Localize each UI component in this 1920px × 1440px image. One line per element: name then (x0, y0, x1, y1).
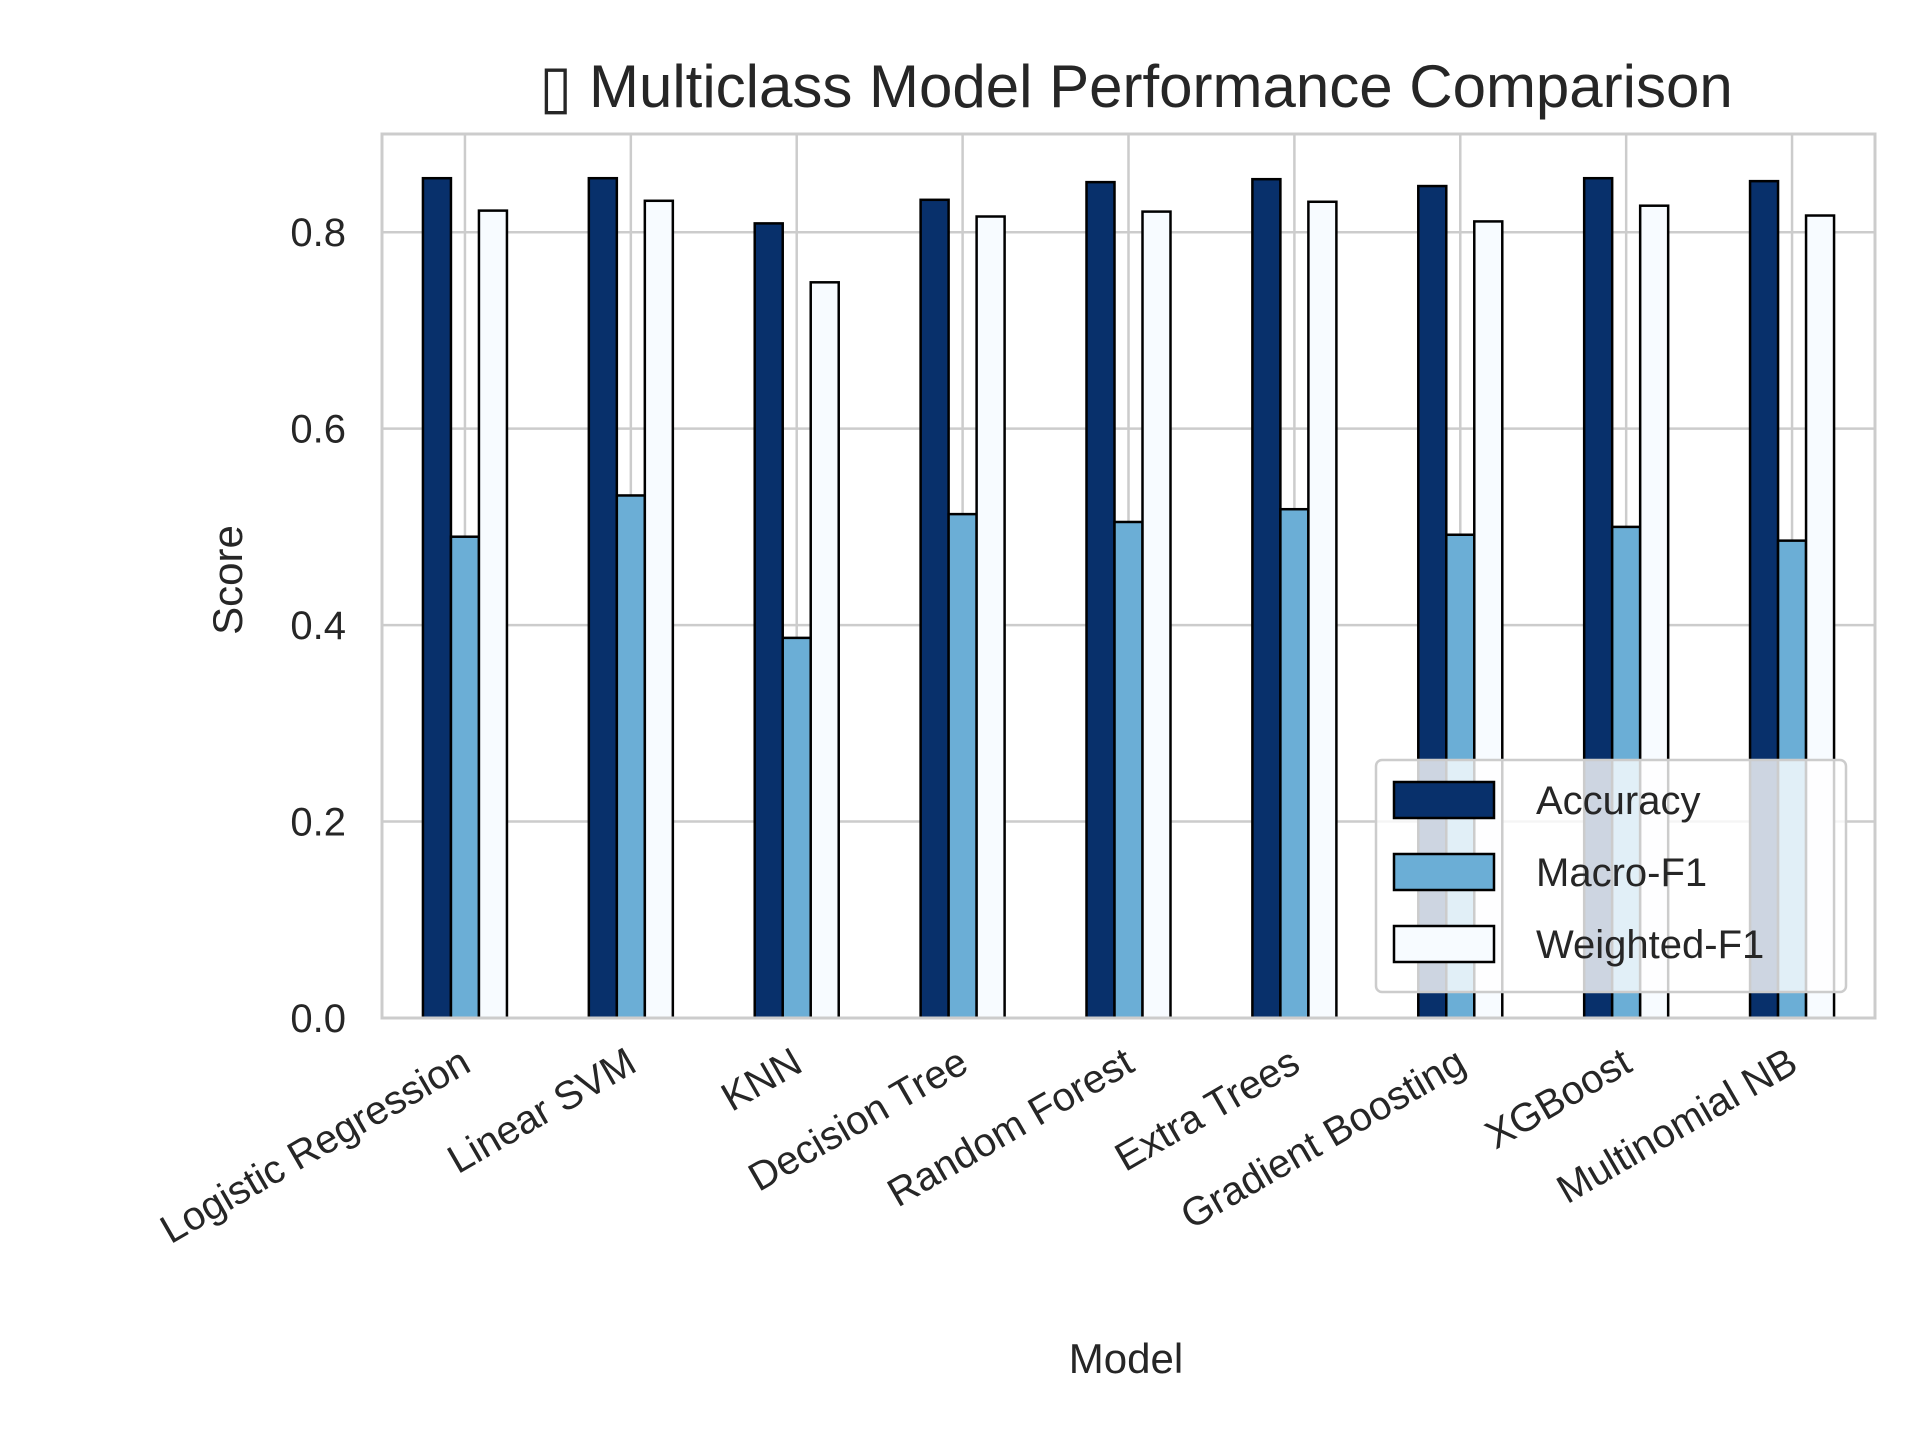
legend-label: Weighted-F1 (1536, 923, 1764, 967)
y-axis-title: Score (204, 525, 251, 635)
bar-macro-f1 (947, 512, 978, 1020)
bar-macro-f1 (449, 535, 481, 1020)
bar-weighted-f1 (1141, 210, 1172, 1020)
y-tick-labels: 0.0 0.2 0.4 0.6 0.8 (290, 211, 346, 1041)
bar-accuracy (421, 176, 453, 1020)
legend: Accuracy Macro-F1 Weighted-F1 (1374, 758, 1848, 994)
bar-macro-f1 (615, 494, 647, 1020)
legend-label: Accuracy (1536, 779, 1701, 823)
bar-weighted-f1 (1307, 200, 1338, 1020)
legend-swatch (1392, 852, 1496, 892)
bar-accuracy (1251, 177, 1282, 1020)
y-tick-label: 0.0 (290, 997, 346, 1041)
y-tick-label: 0.4 (290, 604, 346, 648)
legend-swatch (1392, 780, 1496, 820)
bar-weighted-f1 (477, 209, 509, 1020)
bar-accuracy (587, 176, 619, 1020)
chart-title: ▯ Multiclass Model Performance Compariso… (539, 53, 1732, 120)
bar-macro-f1 (1279, 507, 1310, 1020)
bar-macro-f1 (781, 636, 812, 1020)
x-axis-title: Model (1069, 1335, 1183, 1382)
y-tick-label: 0.8 (290, 211, 346, 255)
plot-frame (380, 132, 1877, 1020)
legend-swatch (1392, 924, 1496, 964)
bar-macro-f1 (1113, 520, 1144, 1020)
bar-weighted-f1 (809, 281, 840, 1020)
bar-accuracy (753, 222, 784, 1020)
y-tick-label: 0.6 (290, 408, 346, 452)
bar-weighted-f1 (975, 215, 1006, 1020)
bar-weighted-f1 (643, 199, 675, 1020)
bar-accuracy (1085, 180, 1116, 1020)
y-tick-label: 0.2 (290, 801, 346, 845)
legend-label: Macro-F1 (1536, 851, 1707, 895)
bar-accuracy (919, 198, 950, 1020)
